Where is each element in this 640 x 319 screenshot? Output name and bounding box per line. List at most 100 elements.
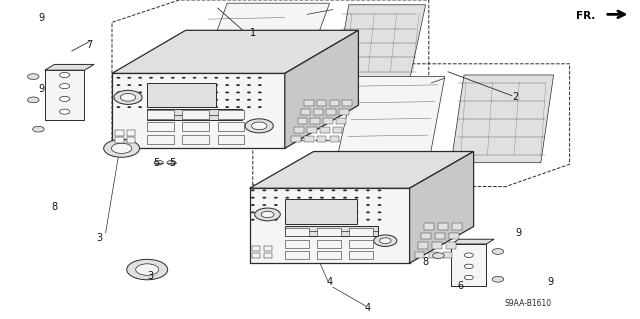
- Bar: [349, 251, 373, 259]
- Circle shape: [149, 77, 153, 79]
- Circle shape: [320, 197, 324, 199]
- Circle shape: [366, 189, 370, 191]
- Circle shape: [366, 197, 370, 199]
- Circle shape: [374, 235, 397, 247]
- Bar: [446, 242, 456, 249]
- Bar: [449, 233, 459, 239]
- Bar: [307, 127, 317, 133]
- Circle shape: [378, 189, 381, 191]
- Circle shape: [262, 189, 266, 191]
- Circle shape: [274, 189, 278, 191]
- Circle shape: [127, 92, 131, 93]
- Bar: [421, 233, 431, 239]
- Bar: [147, 83, 216, 107]
- Bar: [264, 253, 272, 258]
- Text: 5: 5: [170, 158, 176, 168]
- Circle shape: [182, 99, 186, 101]
- Circle shape: [160, 106, 164, 108]
- Circle shape: [262, 211, 266, 213]
- Circle shape: [138, 92, 142, 93]
- Bar: [320, 127, 330, 133]
- Polygon shape: [285, 30, 358, 148]
- Circle shape: [251, 204, 255, 206]
- Circle shape: [492, 276, 504, 282]
- Circle shape: [258, 84, 262, 86]
- Text: 4: 4: [326, 277, 333, 287]
- Circle shape: [120, 93, 136, 101]
- Text: 3: 3: [96, 233, 102, 243]
- Circle shape: [33, 126, 44, 132]
- Bar: [310, 118, 320, 124]
- Circle shape: [378, 211, 381, 213]
- Circle shape: [464, 275, 474, 280]
- Circle shape: [160, 99, 164, 101]
- Circle shape: [343, 219, 347, 221]
- Circle shape: [258, 99, 262, 101]
- Circle shape: [193, 84, 196, 86]
- Polygon shape: [451, 75, 554, 163]
- Bar: [301, 109, 310, 115]
- Bar: [435, 233, 445, 239]
- Circle shape: [247, 106, 251, 108]
- Circle shape: [104, 139, 140, 157]
- Polygon shape: [45, 70, 84, 120]
- Bar: [330, 136, 339, 142]
- Circle shape: [297, 204, 301, 206]
- Circle shape: [343, 211, 347, 213]
- Text: 7: 7: [86, 40, 93, 50]
- Bar: [252, 253, 260, 258]
- Circle shape: [204, 99, 207, 101]
- Text: S9AA-B1610: S9AA-B1610: [504, 299, 552, 308]
- Polygon shape: [112, 30, 358, 73]
- Circle shape: [464, 264, 474, 269]
- Circle shape: [492, 249, 504, 254]
- Bar: [317, 251, 341, 259]
- Bar: [424, 223, 434, 230]
- Circle shape: [204, 84, 207, 86]
- Text: 9: 9: [38, 84, 45, 94]
- Circle shape: [285, 211, 289, 213]
- Circle shape: [182, 106, 186, 108]
- Circle shape: [225, 84, 229, 86]
- Bar: [285, 228, 309, 236]
- Circle shape: [171, 106, 175, 108]
- Circle shape: [247, 99, 251, 101]
- Circle shape: [308, 197, 312, 199]
- Circle shape: [274, 211, 278, 213]
- Circle shape: [193, 106, 196, 108]
- Bar: [317, 240, 341, 248]
- Bar: [285, 240, 309, 248]
- Polygon shape: [198, 3, 330, 81]
- Circle shape: [262, 204, 266, 206]
- Bar: [432, 242, 442, 249]
- Circle shape: [332, 211, 335, 213]
- Text: 2: 2: [512, 92, 518, 102]
- Circle shape: [225, 77, 229, 79]
- Circle shape: [251, 219, 255, 221]
- Circle shape: [258, 106, 262, 108]
- Circle shape: [160, 84, 164, 86]
- Text: 8: 8: [422, 256, 429, 267]
- Circle shape: [355, 189, 358, 191]
- Circle shape: [308, 211, 312, 213]
- Bar: [304, 100, 314, 106]
- Bar: [326, 109, 336, 115]
- Bar: [317, 136, 326, 142]
- Circle shape: [464, 253, 474, 257]
- Circle shape: [274, 219, 278, 221]
- Circle shape: [182, 92, 186, 93]
- Circle shape: [378, 219, 381, 221]
- Circle shape: [204, 106, 207, 108]
- Circle shape: [160, 92, 164, 93]
- Circle shape: [355, 204, 358, 206]
- Circle shape: [285, 204, 289, 206]
- Circle shape: [332, 219, 335, 221]
- Bar: [452, 223, 462, 230]
- Polygon shape: [45, 64, 94, 70]
- Circle shape: [308, 219, 312, 221]
- Circle shape: [182, 77, 186, 79]
- Circle shape: [236, 106, 240, 108]
- Circle shape: [127, 84, 131, 86]
- Circle shape: [366, 204, 370, 206]
- Bar: [415, 252, 424, 258]
